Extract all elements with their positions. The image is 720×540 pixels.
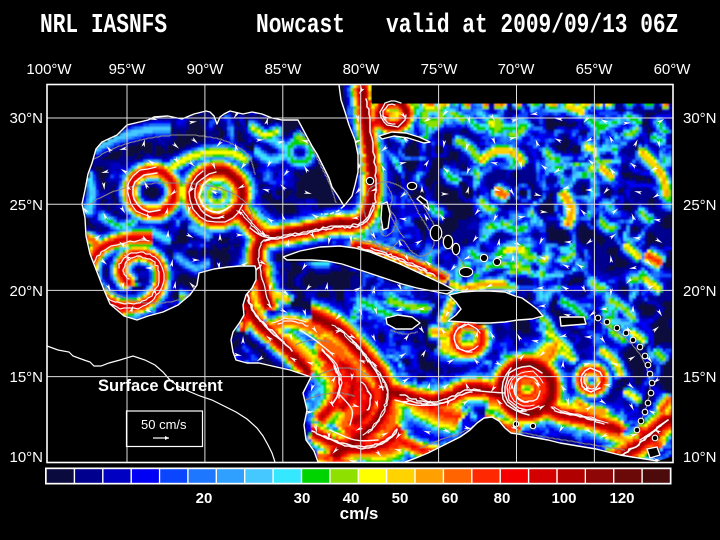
svg-text:60°W: 60°W: [654, 61, 692, 78]
svg-text:15°N: 15°N: [683, 369, 717, 386]
svg-text:15°N: 15°N: [9, 369, 43, 386]
svg-text:75°W: 75°W: [421, 61, 459, 78]
svg-text:NRL IASNFS: NRL IASNFS: [40, 11, 167, 41]
svg-text:30°N: 30°N: [683, 110, 717, 127]
svg-text:90°W: 90°W: [187, 61, 225, 78]
svg-text:60: 60: [442, 490, 459, 507]
svg-text:Surface Current: Surface Current: [98, 377, 223, 395]
svg-text:30: 30: [294, 490, 311, 507]
svg-text:120: 120: [609, 490, 634, 507]
svg-text:40: 40: [343, 490, 360, 507]
svg-text:70°W: 70°W: [498, 61, 536, 78]
svg-text:50 cm/s: 50 cm/s: [141, 417, 187, 432]
svg-text:25°N: 25°N: [683, 197, 717, 214]
svg-text:65°W: 65°W: [576, 61, 614, 78]
svg-text:80: 80: [494, 490, 511, 507]
svg-text:50: 50: [392, 490, 409, 507]
svg-text:95°W: 95°W: [109, 61, 147, 78]
svg-text:25°N: 25°N: [9, 197, 43, 214]
svg-text:10°N: 10°N: [9, 449, 43, 466]
svg-text:30°N: 30°N: [9, 110, 43, 127]
svg-text:20°N: 20°N: [683, 283, 717, 300]
svg-text:100°W: 100°W: [26, 61, 72, 78]
svg-text:100: 100: [551, 490, 576, 507]
svg-text:20°N: 20°N: [9, 283, 43, 300]
svg-text:Nowcast: Nowcast: [256, 11, 345, 41]
svg-text:cm/s: cm/s: [340, 504, 379, 523]
svg-text:10°N: 10°N: [683, 449, 717, 466]
svg-text:20: 20: [196, 490, 213, 507]
svg-text:80°W: 80°W: [343, 61, 381, 78]
svg-text:valid at 2009/09/13 06Z: valid at 2009/09/13 06Z: [386, 11, 678, 41]
svg-text:85°W: 85°W: [265, 61, 303, 78]
